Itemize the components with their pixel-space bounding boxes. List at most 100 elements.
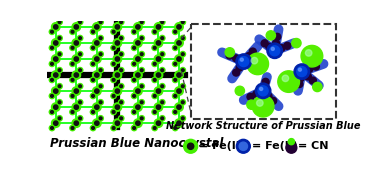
Circle shape <box>120 85 122 88</box>
Circle shape <box>270 97 277 104</box>
Circle shape <box>249 48 256 55</box>
Circle shape <box>236 64 243 71</box>
Circle shape <box>273 40 280 47</box>
Circle shape <box>57 19 62 25</box>
Circle shape <box>112 95 115 97</box>
Circle shape <box>72 87 81 95</box>
Circle shape <box>49 61 55 67</box>
Circle shape <box>140 85 143 88</box>
Circle shape <box>177 25 181 29</box>
Circle shape <box>70 77 75 83</box>
Circle shape <box>253 91 260 98</box>
Circle shape <box>133 46 136 49</box>
Circle shape <box>54 89 58 93</box>
Circle shape <box>115 73 119 77</box>
Circle shape <box>161 117 164 120</box>
Circle shape <box>134 87 142 95</box>
Circle shape <box>57 35 62 41</box>
Circle shape <box>57 116 62 121</box>
Circle shape <box>160 67 165 73</box>
Circle shape <box>51 39 60 47</box>
Circle shape <box>70 109 75 115</box>
Circle shape <box>160 116 165 121</box>
Circle shape <box>57 100 62 105</box>
Circle shape <box>51 71 60 79</box>
Circle shape <box>133 127 136 129</box>
Circle shape <box>286 142 297 153</box>
Circle shape <box>115 89 119 93</box>
Circle shape <box>174 95 177 97</box>
Circle shape <box>180 67 186 73</box>
Circle shape <box>93 39 101 47</box>
Circle shape <box>175 71 183 79</box>
Circle shape <box>172 93 178 99</box>
Circle shape <box>132 77 137 83</box>
Circle shape <box>113 71 122 79</box>
Circle shape <box>99 101 102 104</box>
Circle shape <box>154 39 163 47</box>
Circle shape <box>91 95 94 97</box>
Circle shape <box>112 79 115 81</box>
Circle shape <box>132 125 137 131</box>
Circle shape <box>74 73 79 77</box>
Circle shape <box>140 21 143 24</box>
Circle shape <box>271 47 274 50</box>
Circle shape <box>152 109 157 115</box>
Circle shape <box>93 55 101 63</box>
Circle shape <box>134 103 142 111</box>
Circle shape <box>70 45 75 51</box>
Circle shape <box>51 55 60 63</box>
Circle shape <box>252 95 274 117</box>
Circle shape <box>177 105 181 109</box>
Circle shape <box>139 35 144 41</box>
Circle shape <box>187 143 194 149</box>
Circle shape <box>94 57 99 61</box>
Bar <box>191 24 336 119</box>
Circle shape <box>226 52 233 59</box>
Circle shape <box>58 85 61 88</box>
Circle shape <box>133 62 136 65</box>
Circle shape <box>261 83 268 89</box>
Circle shape <box>71 111 74 113</box>
Circle shape <box>160 51 165 57</box>
Circle shape <box>245 53 252 60</box>
Circle shape <box>98 84 103 89</box>
Circle shape <box>90 93 96 99</box>
Circle shape <box>49 109 55 115</box>
Circle shape <box>175 23 183 31</box>
Circle shape <box>240 58 243 61</box>
Circle shape <box>74 105 79 109</box>
Circle shape <box>118 84 124 89</box>
Circle shape <box>139 84 144 89</box>
Circle shape <box>94 121 99 125</box>
Circle shape <box>118 100 124 105</box>
Circle shape <box>156 57 161 61</box>
Circle shape <box>71 95 74 97</box>
Circle shape <box>118 51 124 57</box>
Circle shape <box>175 87 183 95</box>
Circle shape <box>181 69 184 72</box>
Circle shape <box>91 30 94 33</box>
Circle shape <box>111 77 116 83</box>
Circle shape <box>297 67 307 77</box>
Circle shape <box>175 39 183 47</box>
Circle shape <box>136 73 140 77</box>
Circle shape <box>239 57 249 67</box>
Circle shape <box>288 139 294 145</box>
Circle shape <box>115 25 119 29</box>
Circle shape <box>174 46 177 49</box>
Circle shape <box>177 121 181 125</box>
Circle shape <box>74 41 79 45</box>
Circle shape <box>232 55 240 62</box>
Circle shape <box>177 89 181 93</box>
Circle shape <box>113 39 122 47</box>
Circle shape <box>113 55 122 63</box>
Circle shape <box>111 109 116 115</box>
Circle shape <box>49 93 55 99</box>
Circle shape <box>120 101 122 104</box>
Circle shape <box>118 67 124 73</box>
Circle shape <box>120 117 122 120</box>
Circle shape <box>160 100 165 105</box>
Circle shape <box>72 55 81 63</box>
Circle shape <box>93 87 101 95</box>
